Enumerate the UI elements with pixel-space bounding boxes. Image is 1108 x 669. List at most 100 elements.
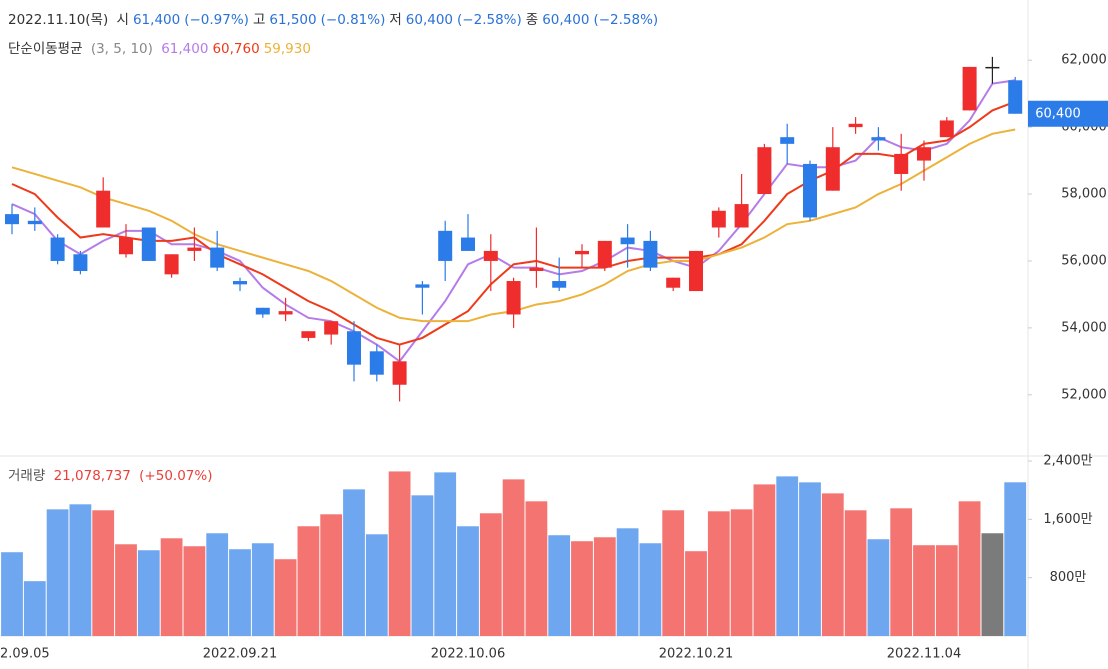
volume-summary: 21,078,737 [53,468,131,484]
candle-body [757,147,772,195]
volume-bar [593,537,616,636]
volume-bar [434,472,457,636]
volume-bar [388,471,411,636]
candle-body [894,153,909,174]
candle-body [324,321,339,335]
y-tick-label: 54,000 [1061,320,1107,335]
candle-body [939,120,954,138]
quote-label: 시 [116,12,129,28]
ma-periods: (3, 5, 10) [90,41,153,57]
volume-bar [206,533,229,636]
ma-value: 61,400 [161,41,209,57]
x-tick-label: 2022.10.21 [659,647,733,662]
quote-change: (−2.58%) [593,12,659,28]
volume-bar [844,510,867,636]
volume-bar [662,510,685,636]
volume-bar [1,552,23,636]
ma-line [11,100,1016,346]
ma-line [11,79,1016,363]
quote-value: 61,500 [269,12,317,28]
candle-body [164,254,179,275]
candle-body [50,237,65,261]
candle-body [233,281,247,285]
volume-bar [890,508,913,636]
volume-bar [958,501,981,636]
volume-legend: 거래량 21,078,737 (+50.07%) [8,464,216,484]
quote-change: (−0.97%) [184,12,249,28]
ma-legend: 단순이동평균 (3, 5, 10) 61,400 60,760 59,930 [8,37,319,57]
candle-body [210,247,225,268]
candle-body [347,331,361,365]
volume-bar [799,482,821,636]
candle-body [255,307,270,315]
candle-body [780,137,795,144]
ma-value: 59,930 [263,41,311,57]
volume-change: (+50.07%) [139,468,213,484]
candle-body [415,284,430,288]
volume-bar [479,513,502,636]
last-price-tag [1028,100,1108,127]
volume-bar [525,501,548,636]
candle-body [392,361,407,385]
date: 2022.11.10(목) [8,12,109,28]
quote-value: 61,400 [132,12,181,28]
candle-body [1008,80,1023,114]
y-tick-label: 2,400만 [1043,454,1092,469]
candle-body [438,230,453,261]
y-tick-label: 58,000 [1061,187,1107,202]
volume-bar [548,535,571,636]
volume-bar [639,543,662,636]
volume-title: 거래량 [8,468,46,484]
candle-body [575,250,589,255]
candle-body [871,137,886,141]
volume-bar [571,541,593,636]
candle-body [643,240,658,268]
ma-title: 단순이동평균 [8,41,83,57]
volume-bar [753,484,776,636]
candle-body [825,147,840,191]
volume-bar [821,493,844,636]
volume-bar [229,549,251,636]
volume-bar [365,534,388,636]
volume-bar [867,539,890,636]
candle-body [141,227,156,261]
x-tick-label: 2022.11.04 [887,647,961,662]
quote-label: 저 [389,12,402,28]
volume-bar [616,528,639,636]
volume-bar [343,489,365,636]
x-tick-label: 2022.09.21 [203,647,277,662]
candle-body [96,190,111,228]
volume-bar [137,550,160,636]
quote-change: (−2.58%) [457,12,522,28]
candle-body [689,250,703,292]
ma-values: 61,400 60,760 59,930 [161,41,315,57]
candle-body [711,210,726,228]
candle-body [666,277,681,288]
volume-bar [274,559,297,636]
volume-bar [297,526,320,636]
candle-body [278,311,293,315]
volume-bar [776,476,799,636]
y-tick-label: 56,000 [1061,253,1107,268]
volume-bar [730,509,753,636]
volume-bar [1004,482,1027,636]
volume-bar [320,514,343,636]
candle-body [529,267,544,271]
ma-value: 60,760 [212,41,260,57]
volume-bar [23,581,46,636]
y-tick-label: 800만 [1050,570,1087,585]
candle-body [848,123,863,128]
candle-body [985,66,1000,69]
candle-body [962,66,977,111]
last-price-label: 60,400 [1035,106,1081,121]
volume-bar [502,479,525,636]
volume-bar [457,526,479,636]
volume-bar [92,510,115,636]
candle-body [369,351,384,375]
volume-bar [46,509,69,636]
candle-body [461,237,475,251]
candle-body [119,237,133,255]
quotes: 시 61,400 (−0.97%) 고 61,500 (−0.81%) 저 60,400 (−2… [117,12,663,28]
